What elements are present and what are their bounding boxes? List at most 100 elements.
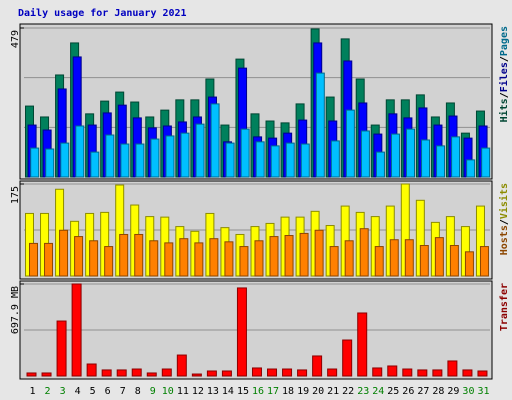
bar (131, 368, 142, 377)
bar (161, 368, 172, 377)
x-tick-label: 7 (120, 386, 126, 397)
bar (479, 246, 489, 277)
bar (254, 240, 264, 277)
bar (236, 287, 247, 377)
y-tick-label: 479 (10, 30, 21, 48)
bar (449, 245, 459, 277)
x-tick-label: 28 (432, 386, 444, 397)
bar (390, 133, 400, 178)
legend-separator: / (499, 56, 510, 62)
bar (434, 237, 444, 277)
x-tick-label: 30 (462, 386, 474, 397)
bar (30, 147, 40, 178)
legend-separator: / (499, 219, 510, 225)
x-tick-label: 24 (372, 386, 384, 397)
bar (251, 367, 262, 377)
x-tick-label: 26 (402, 386, 414, 397)
bar (359, 228, 369, 277)
bar (269, 236, 279, 277)
legend-entry: Visits (498, 183, 510, 219)
bar (300, 143, 310, 178)
bar (314, 229, 324, 277)
bar (451, 136, 461, 178)
bar (41, 372, 52, 377)
bar (417, 369, 428, 377)
bar (284, 235, 294, 277)
x-tick-label: 16 (252, 386, 264, 397)
bar (90, 151, 100, 178)
bar (134, 233, 144, 277)
bar (360, 130, 370, 178)
bar (419, 245, 429, 277)
bar (135, 143, 145, 178)
y-tick-label: 175 (10, 186, 21, 204)
bar (165, 135, 175, 178)
bar (387, 365, 398, 377)
bar (327, 368, 338, 377)
x-tick-label: 10 (162, 386, 174, 397)
bar (180, 132, 190, 178)
bar (221, 370, 232, 377)
bar (45, 148, 55, 178)
bar (462, 369, 473, 377)
bar (206, 370, 217, 377)
x-tick-label: 31 (477, 386, 489, 397)
legend: Transfer (499, 283, 510, 331)
bar (285, 142, 295, 178)
bar (225, 142, 235, 178)
bar (342, 339, 353, 377)
bar (195, 123, 205, 178)
bar (116, 369, 127, 377)
x-tick-label: 21 (327, 386, 339, 397)
bar (224, 241, 234, 277)
bar (402, 368, 413, 377)
bar (176, 354, 187, 377)
bar (282, 368, 293, 377)
bar (59, 229, 69, 277)
bar (345, 109, 355, 178)
bar (240, 128, 250, 178)
x-tick-label: 11 (177, 386, 189, 397)
bar (447, 360, 458, 377)
legend-entry: Files (498, 62, 510, 92)
x-tick-label: 3 (60, 386, 66, 397)
bar (89, 240, 99, 277)
bar (466, 159, 476, 178)
legend-entry: Pages (499, 26, 510, 56)
x-tick-label: 5 (90, 386, 96, 397)
bar (149, 240, 159, 277)
bar (74, 236, 84, 277)
x-tick-label: 14 (222, 386, 234, 397)
x-tick-label: 9 (150, 386, 156, 397)
bar (389, 239, 399, 277)
bar (101, 369, 112, 377)
bar (406, 128, 416, 178)
legend: Hits/Files/Pages (498, 26, 510, 122)
bar (436, 145, 446, 178)
x-tick-label: 23 (357, 386, 369, 397)
x-tick-label: 20 (312, 386, 324, 397)
x-tick-label: 27 (417, 386, 429, 397)
x-tick-label: 15 (237, 386, 249, 397)
bar (432, 369, 443, 377)
bar (60, 142, 70, 178)
x-tick-label: 17 (267, 386, 279, 397)
bar (329, 246, 339, 277)
bar (146, 372, 157, 377)
bar (375, 151, 385, 178)
bar (120, 143, 130, 178)
legend-entry: Transfer (499, 283, 510, 331)
chart-title: Daily usage for January 2021 (18, 7, 187, 19)
legend-entry: Hits (498, 98, 510, 122)
bar (481, 147, 491, 178)
legend: Hosts/Visits (498, 183, 510, 255)
bar (372, 367, 383, 377)
bar (71, 283, 82, 377)
bar (86, 363, 97, 377)
bar (150, 138, 160, 178)
bar (194, 242, 204, 277)
bar (239, 246, 249, 277)
bar (119, 233, 129, 277)
bar (164, 242, 174, 277)
